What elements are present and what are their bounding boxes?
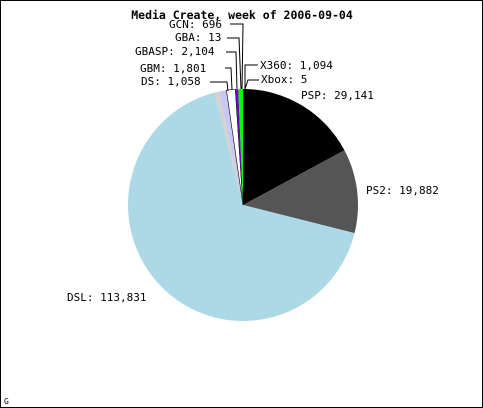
slice-label-ps2: PS2: 19,882: [366, 184, 439, 197]
pie-slice-dsl: [128, 92, 355, 321]
leader-line-gbasp: [226, 51, 238, 90]
leader-line-ds: [210, 81, 229, 92]
leader-line-gcn: [230, 23, 244, 90]
pie-slices: [128, 88, 358, 321]
pie-slice-gba: [235, 88, 244, 206]
slice-label-ds: DS: 1,058: [141, 75, 201, 88]
pie-slice-ps2: [243, 150, 358, 234]
slice-label-gba: GBA: 13: [175, 31, 221, 44]
leader-line-gbm: [225, 67, 233, 91]
slice-label-gbasp: GBASP: 2,104: [135, 45, 215, 58]
pie-slice-gcn: [235, 89, 243, 205]
slice-label-gcn: GCN: 696: [169, 18, 222, 31]
slice-label-dsl: DSL: 113,831: [67, 291, 146, 304]
slice-label-gbm: GBM: 1,801: [140, 62, 206, 75]
slice-label-xbox: Xbox: 5: [261, 73, 307, 86]
slice-labels: Xbox: 5 PSP: 29,141 PS2: 19,882 DSL: 113,83…: [67, 18, 439, 304]
pie-slice-psp: [243, 89, 345, 205]
leader-line-xbox: [244, 79, 259, 90]
label-leader-lines: [210, 23, 259, 92]
pie-slice-x360: [238, 89, 243, 205]
slice-label-psp: PSP: 29,141: [301, 89, 374, 102]
corner-mark: G: [4, 397, 9, 406]
chart-title: Media Create, week of 2006-09-04: [131, 8, 353, 22]
slice-label-x360: X360: 1,094: [260, 59, 333, 72]
pie-slice-ds: [214, 91, 243, 205]
leader-line-x360: [244, 64, 258, 89]
pie-slice-gbm: [218, 90, 243, 205]
leader-line-gba: [227, 37, 242, 90]
